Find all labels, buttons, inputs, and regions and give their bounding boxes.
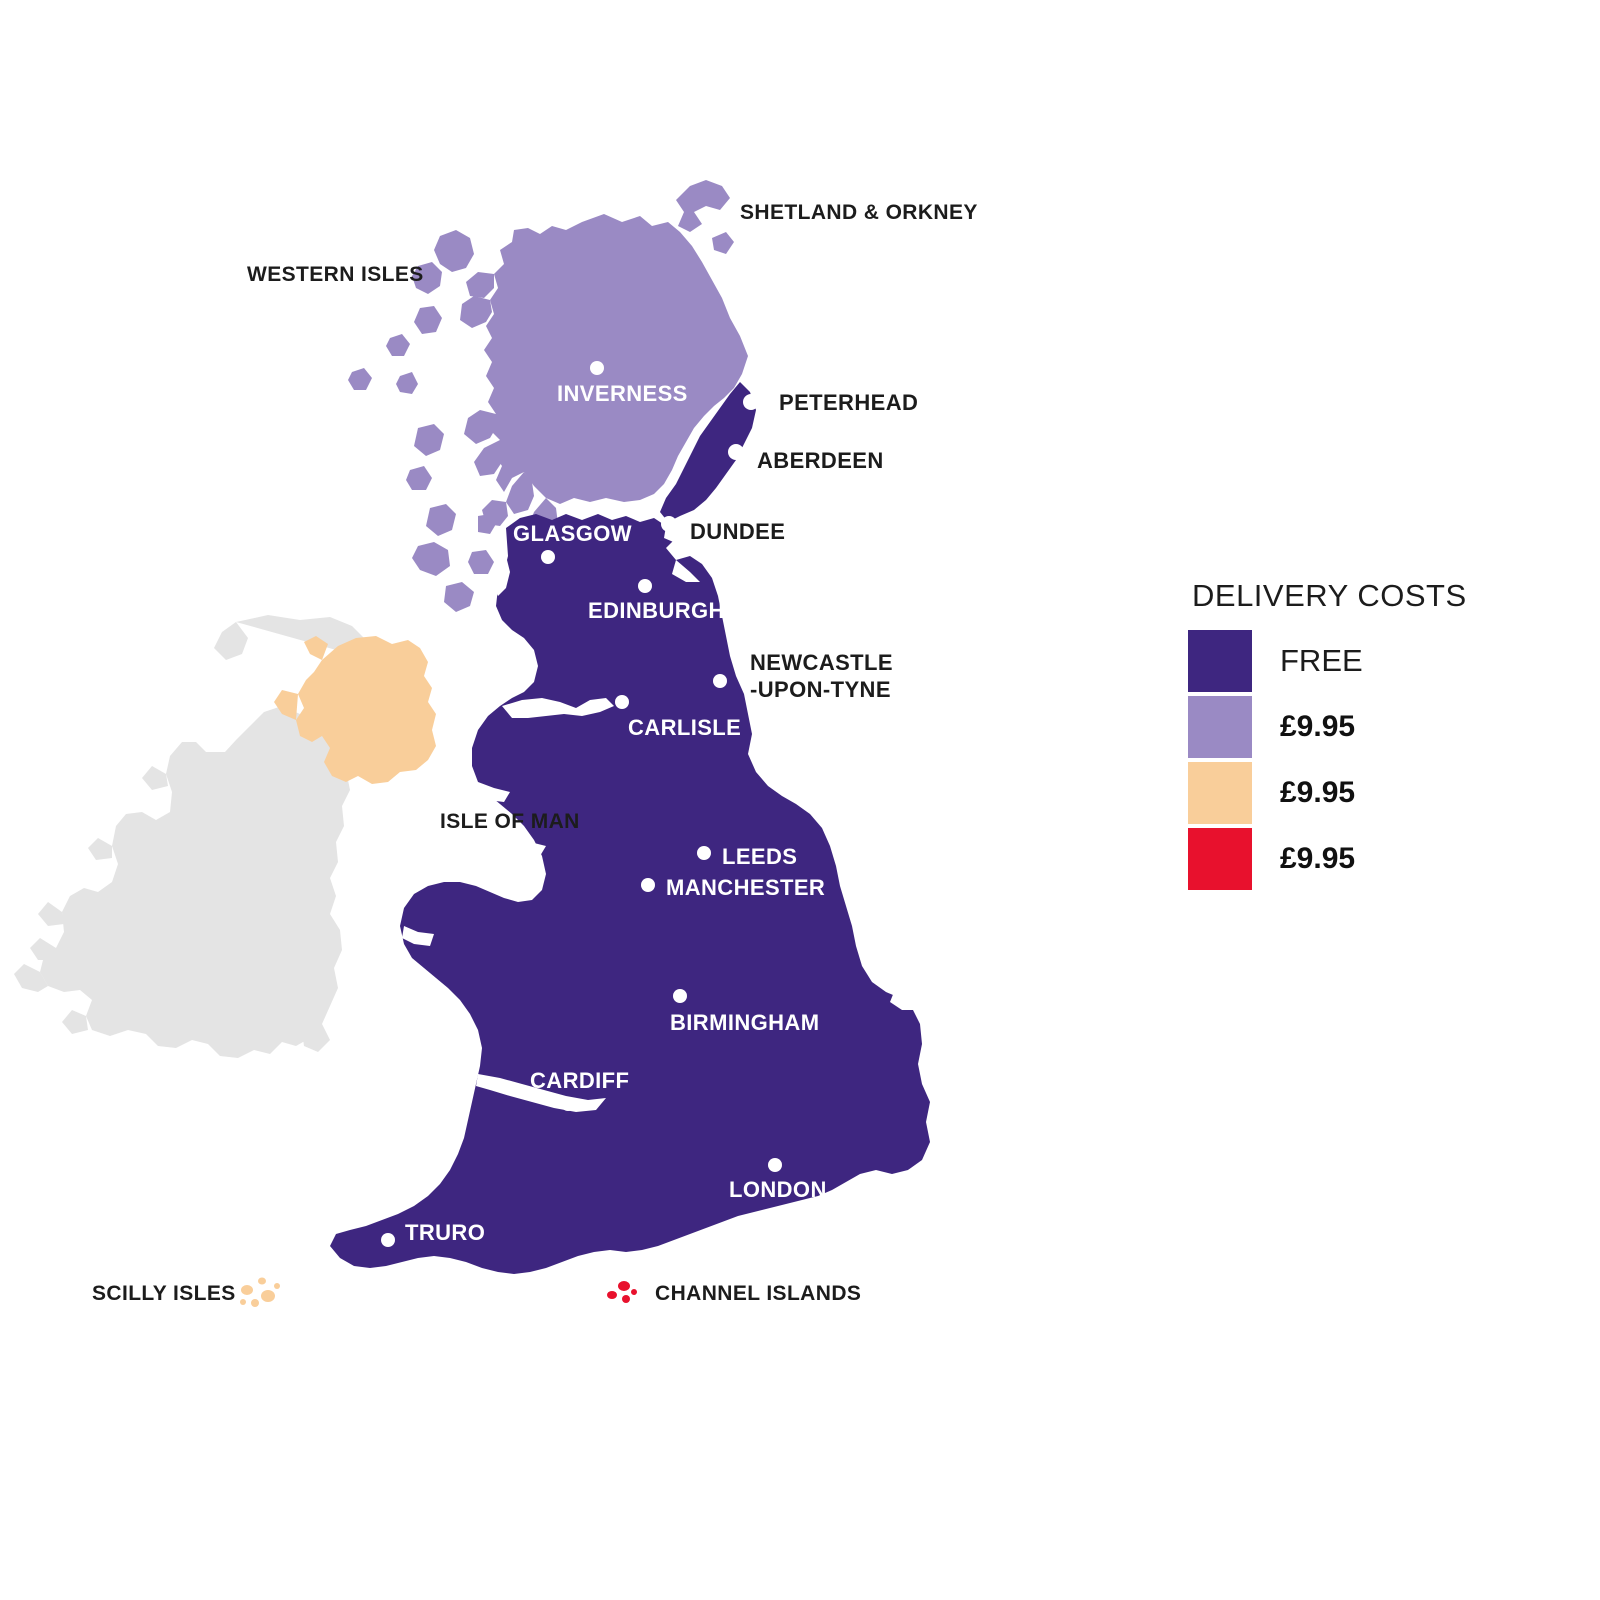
city-leeds-label: LEEDS (722, 844, 797, 869)
city-carlisle-dot (615, 695, 629, 709)
great-britain-free-zone-shape (330, 382, 930, 1274)
city-manchester-label: MANCHESTER (666, 875, 825, 900)
city-glasgow-label: GLASGOW (513, 521, 632, 546)
region-label-channel-islands: CHANNEL ISLANDS (655, 1282, 861, 1305)
northern-ireland-shape (274, 636, 436, 784)
legend-swatch-channel-islands-zone (1188, 828, 1252, 890)
region-label-shetland-orkney: SHETLAND & ORKNEY (740, 201, 978, 224)
scilly-isles-shapes (240, 1277, 280, 1307)
legend-swatch-free-zone (1188, 630, 1252, 692)
legend-label-channel-islands-zone: £9.95 (1280, 842, 1356, 875)
region-label-western-isles: WESTERN ISLES (247, 263, 424, 286)
city-london-dot (768, 1158, 782, 1172)
legend-swatch-highlands-zone (1188, 696, 1252, 758)
city-peterhead-dot (743, 394, 759, 410)
scottish-highlands-shape (348, 180, 748, 612)
city-edinburgh-label: EDINBURGH (588, 598, 725, 623)
city-leeds-dot (697, 846, 711, 860)
city-inverness-label: INVERNESS (557, 381, 688, 406)
region-label-scilly-isles: SCILLY ISLES (92, 1282, 236, 1305)
city-carlisle-label: CARLISLE (628, 715, 741, 740)
legend-row-channel-islands-zone[interactable]: £9.95 (1188, 826, 1518, 892)
city-aberdeen-dot (728, 444, 744, 460)
city-aberdeen[interactable]: ABERDEEN (728, 444, 884, 473)
city-newcastle-label-line2: -UPON-TYNE (750, 677, 891, 702)
city-peterhead[interactable]: PETERHEAD (743, 390, 918, 415)
city-birmingham-label: BIRMINGHAM (670, 1010, 819, 1035)
channel-islands-shapes (607, 1281, 637, 1303)
legend-rows: FREE £9.95 £9.95 £9.95 (1188, 628, 1518, 892)
legend-label-northern-ireland-zone: £9.95 (1280, 776, 1356, 809)
uk-map-svg: INVERNESS PETERHEAD ABERDEEN DUNDEE GLASGOW E… (14, 180, 978, 1307)
ireland-republic-shape (14, 615, 372, 1058)
city-truro-dot (381, 1233, 395, 1247)
city-dundee-label: DUNDEE (690, 519, 785, 544)
city-newcastle-dot (713, 674, 727, 688)
city-edinburgh[interactable]: EDINBURGH (588, 579, 725, 623)
city-dundee-dot (661, 516, 677, 532)
region-label-isle-of-man: ISLE OF MAN (440, 810, 580, 833)
legend-label-highlands-zone: £9.95 (1280, 710, 1356, 743)
city-carlisle[interactable]: CARLISLE (615, 695, 741, 740)
legend-label-free-zone: FREE (1280, 643, 1363, 678)
legend-row-free-zone[interactable]: FREE (1188, 628, 1518, 694)
uk-map: INVERNESS PETERHEAD ABERDEEN DUNDEE GLASGOW E… (14, 180, 978, 1307)
region-labels-layer: SHETLAND & ORKNEY WESTERN ISLES ISLE OF MA… (92, 201, 978, 1305)
city-birmingham-dot (673, 989, 687, 1003)
city-inverness[interactable]: INVERNESS (557, 361, 688, 406)
city-glasgow-dot (541, 550, 555, 564)
city-cardiff-dot (561, 1097, 575, 1111)
legend-swatch-northern-ireland-zone (1188, 762, 1252, 824)
city-newcastle[interactable]: NEWCASTLE-UPON-TYNE (713, 650, 893, 702)
city-peterhead-label: PETERHEAD (779, 390, 918, 415)
city-inverness-dot (590, 361, 604, 375)
city-aberdeen-label: ABERDEEN (757, 448, 884, 473)
city-dundee[interactable]: DUNDEE (661, 516, 785, 544)
city-truro-label: TRURO (405, 1220, 485, 1245)
legend-title: DELIVERY COSTS (1192, 578, 1467, 613)
legend-row-highlands-zone[interactable]: £9.95 (1188, 694, 1518, 760)
city-london[interactable]: LONDON (729, 1158, 827, 1202)
city-edinburgh-dot (638, 579, 652, 593)
city-cardiff[interactable]: CARDIFF (530, 1068, 629, 1111)
city-truro[interactable]: TRURO (381, 1220, 485, 1247)
city-cardiff-label: CARDIFF (530, 1068, 629, 1093)
legend-panel: DELIVERY COSTS FREE £9.95 £9.95 £9.95 (1188, 578, 1518, 892)
city-newcastle-label: NEWCASTLE (750, 650, 893, 675)
city-markers-layer: INVERNESS PETERHEAD ABERDEEN DUNDEE GLASGOW E… (381, 361, 918, 1247)
legend-row-northern-ireland-zone[interactable]: £9.95 (1188, 760, 1518, 826)
city-manchester-dot (641, 878, 655, 892)
city-manchester[interactable]: MANCHESTER (641, 875, 825, 900)
city-london-label: LONDON (729, 1177, 827, 1202)
city-leeds[interactable]: LEEDS (697, 844, 797, 869)
city-birmingham[interactable]: BIRMINGHAM (670, 989, 819, 1035)
city-glasgow[interactable]: GLASGOW (513, 521, 632, 564)
